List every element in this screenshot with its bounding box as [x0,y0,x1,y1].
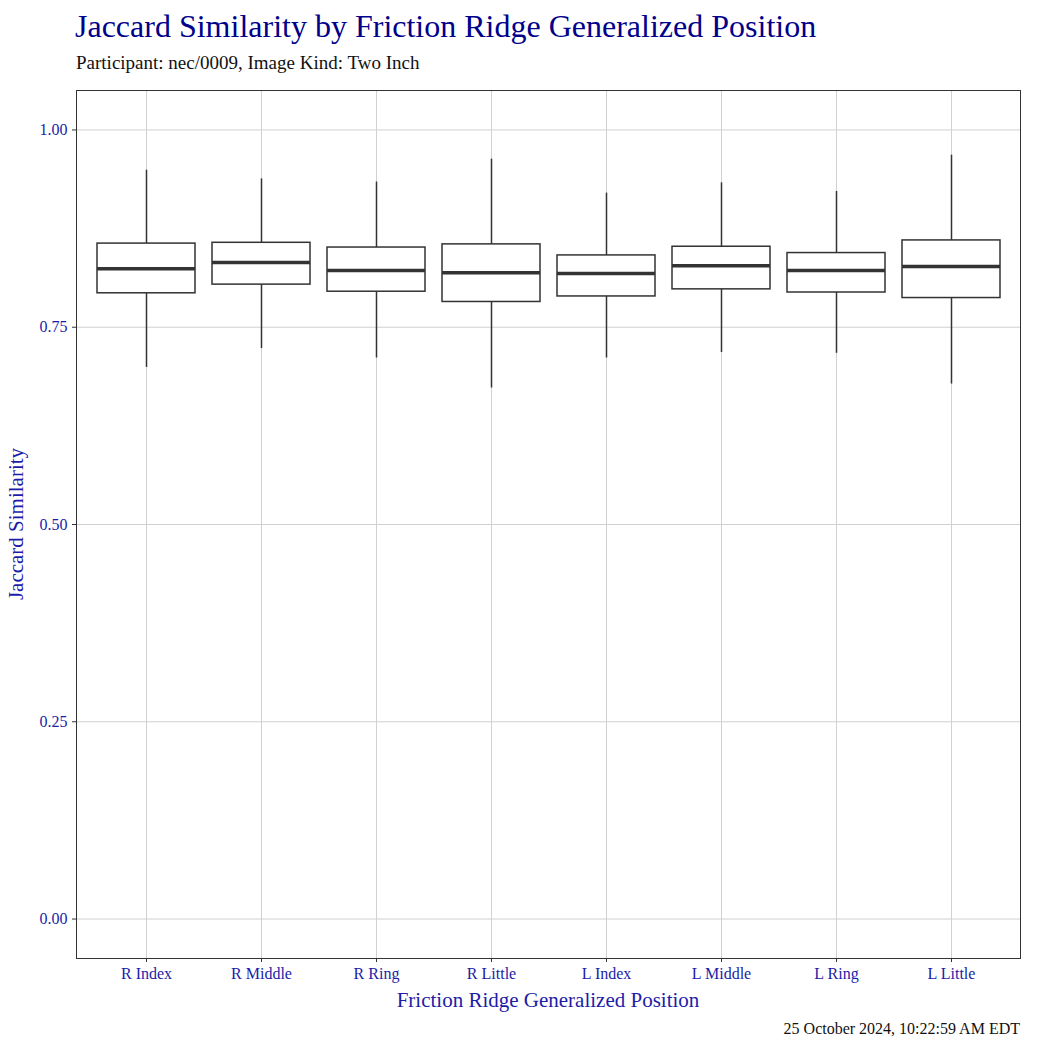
svg-text:0.00: 0.00 [40,910,68,927]
svg-text:L Ring: L Ring [814,965,858,983]
svg-text:L Index: L Index [582,965,632,982]
svg-text:L Middle: L Middle [692,965,751,982]
svg-text:R Index: R Index [121,965,172,982]
svg-text:L Little: L Little [928,965,976,982]
svg-text:R Little: R Little [467,965,516,982]
html-text:Participant: nec/0009, Image K: Participant: nec/0009, Image Kind: Two I… [76,52,420,73]
svg-text:0.25: 0.25 [40,713,68,730]
svg-text:R Ring: R Ring [354,965,400,983]
html-text:Jaccard Similarity by Friction: Jaccard Similarity by Friction Ridge Gen… [75,8,817,44]
svg-text:1.00: 1.00 [40,121,68,138]
html-text:25 October 2024, 10:22:59 AM E: 25 October 2024, 10:22:59 AM EDT [783,1020,1020,1037]
html-text:Friction Ridge Generalized Pos: Friction Ridge Generalized Position [396,988,700,1012]
html-text:Jaccard Similarity: Jaccard Similarity [3,447,28,601]
svg-text:0.75: 0.75 [40,318,68,335]
svg-text:R Middle: R Middle [231,965,292,982]
svg-text:0.50: 0.50 [40,516,68,533]
